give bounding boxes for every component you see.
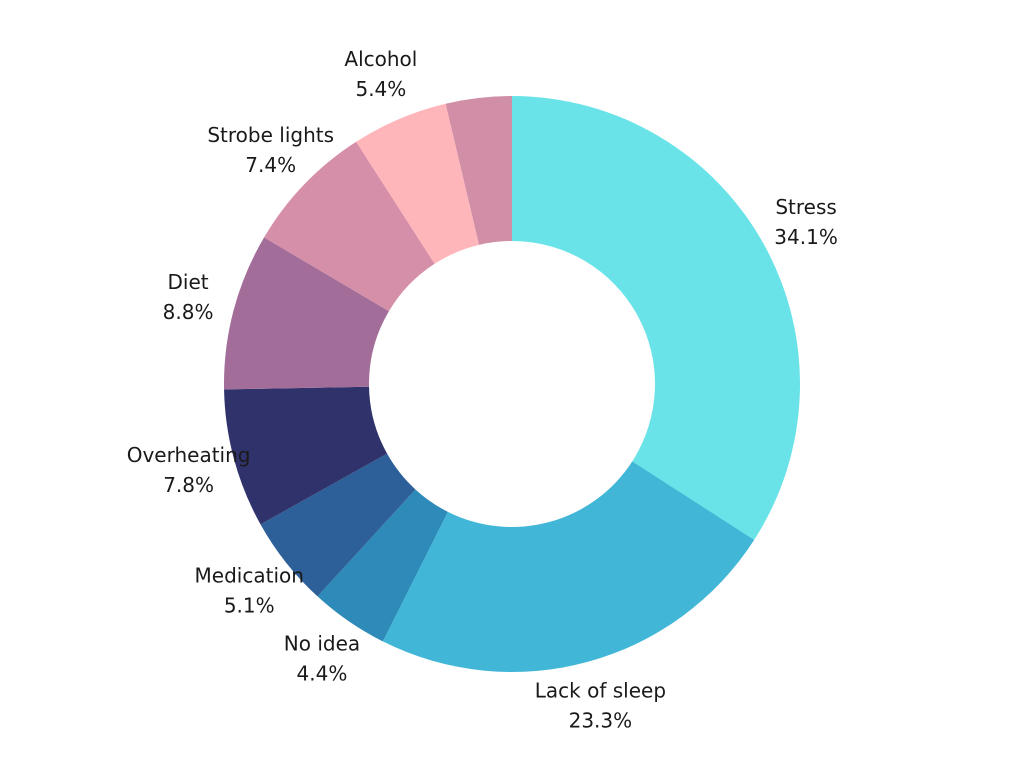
slice-label: Overheating (127, 443, 251, 467)
value-label: 7.8% (163, 473, 214, 497)
slice-label: Stress (775, 195, 836, 219)
slice (317, 489, 448, 642)
value-label: 5.4% (355, 77, 406, 101)
value-label: 8.8% (163, 300, 214, 324)
slice (382, 461, 755, 672)
slice (356, 103, 480, 264)
slice (224, 237, 389, 390)
slice (260, 453, 416, 597)
slice (264, 141, 435, 312)
value-label: 4.4% (297, 661, 348, 685)
value-label: 34.1% (774, 225, 838, 249)
slice-label: Strobe lights (207, 123, 334, 147)
slice-label: No idea (284, 631, 360, 655)
slice-label: Alcohol (344, 47, 417, 71)
value-label: 7.4% (245, 153, 296, 177)
slice (512, 96, 800, 540)
slice (224, 386, 388, 525)
slice-label: Lack of sleep (535, 679, 666, 703)
value-label: 23.3% (569, 709, 633, 733)
slice-label: Diet (167, 270, 208, 294)
slice-label: Medication (195, 563, 304, 587)
slice (445, 96, 512, 245)
value-label: 5.1% (224, 593, 275, 617)
